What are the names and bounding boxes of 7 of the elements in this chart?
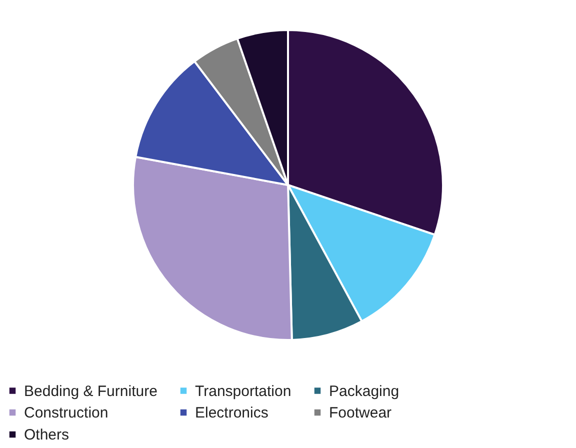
legend-label: Construction xyxy=(24,404,108,422)
legend-label: Bedding & Furniture xyxy=(24,382,158,400)
legend-label: Footwear xyxy=(329,404,392,422)
legend-label: Others xyxy=(24,426,70,444)
legend-label: Electronics xyxy=(195,404,268,422)
legend-label: Transportation xyxy=(195,382,292,400)
legend-label: Packaging xyxy=(329,382,400,400)
